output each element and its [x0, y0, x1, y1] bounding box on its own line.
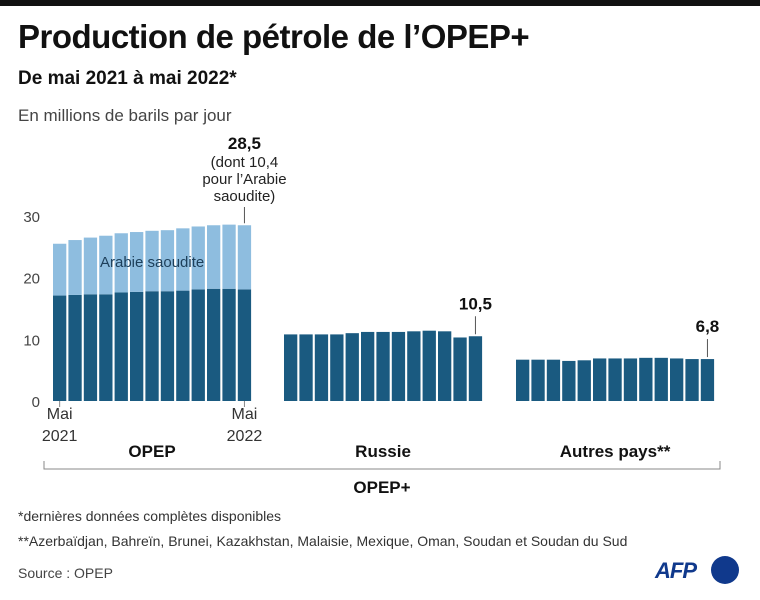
bar: [114, 292, 128, 401]
bar: [237, 289, 252, 401]
footnote-2: **Azerbaïdjan, Bahreïn, Brunei, Kazakhst…: [18, 533, 628, 549]
afp-logo-dot-icon: [711, 556, 739, 584]
bar: [546, 359, 561, 401]
bar: [639, 357, 653, 401]
bar: [453, 337, 467, 401]
bar-segment-arabie-saoudite: [53, 243, 67, 296]
bar-segment-arabie-saoudite: [207, 225, 221, 289]
bar: [700, 359, 715, 401]
bar: [314, 334, 329, 401]
bar: [654, 357, 668, 401]
bar: [361, 331, 375, 401]
bar: [407, 331, 421, 401]
x-tick-label: 2022: [227, 428, 263, 445]
bar-segment-arabie-saoudite: [130, 232, 144, 292]
top-rule: [0, 0, 760, 6]
bar: [207, 288, 221, 401]
bar: [191, 289, 205, 401]
bar: [593, 358, 607, 401]
bar: [422, 330, 436, 401]
bar-segment-arabie-saoudite: [145, 230, 159, 292]
source-label: Source : OPEP: [18, 565, 113, 581]
chart-area: 0 10 20 30 OPEP Arabie saoudite 28,5(dont 10,4…: [23, 134, 721, 497]
y-tick-label: 20: [23, 271, 40, 288]
bar: [160, 291, 175, 401]
bar: [145, 291, 159, 401]
chart-subtitle: De mai 2021 à mai 2022*: [18, 68, 237, 89]
y-tick-label: 30: [23, 209, 40, 226]
bar-segment-arabie-saoudite: [176, 228, 190, 291]
callout-note: (dont 10,4: [211, 154, 279, 171]
x-tick-label: Mai: [47, 406, 73, 423]
x-tick-label: Mai: [232, 406, 258, 423]
bar: [376, 331, 390, 401]
bar: [670, 358, 684, 401]
bar-segment-arabie-saoudite: [114, 233, 128, 293]
bar: [516, 359, 530, 401]
bar-segment-arabie-saoudite: [237, 225, 252, 290]
bar: [562, 360, 576, 401]
bar: [284, 334, 298, 401]
bar: [299, 334, 313, 401]
group-label: Russie: [355, 442, 411, 461]
bar: [438, 331, 452, 401]
bar: [623, 358, 638, 401]
series-label-arabie-saoudite: Arabie saoudite: [100, 254, 204, 271]
bar: [176, 290, 190, 401]
callout-value: 10,5: [459, 294, 492, 313]
bar-segment-arabie-saoudite: [99, 235, 113, 295]
x-tick-label: 2021: [42, 428, 78, 445]
group-label: Autres pays**: [560, 442, 671, 461]
chart-title: Production de pétrole de l’OPEP+: [18, 18, 530, 55]
bar: [130, 291, 144, 401]
callout-value: 6,8: [696, 317, 720, 336]
bar-segment-arabie-saoudite: [191, 226, 205, 290]
bar: [99, 294, 113, 401]
bar: [53, 295, 67, 401]
bar: [577, 360, 591, 401]
bar-segment-arabie-saoudite: [222, 224, 236, 289]
bar: [345, 333, 359, 401]
callout-value: 28,5: [228, 134, 261, 153]
afp-logo: AFP: [655, 556, 745, 586]
bar: [83, 294, 98, 401]
bar: [222, 288, 236, 401]
bar-segment-arabie-saoudite: [160, 230, 175, 292]
opep-plus-bracket: [43, 461, 721, 470]
y-tick-label: 0: [32, 394, 40, 411]
bar: [330, 334, 344, 401]
bar: [468, 336, 483, 401]
bar: [608, 358, 622, 401]
callout-note: pour l’Arabie: [202, 171, 286, 188]
unit-label: En millions de barils par jour: [18, 106, 232, 125]
footnote-1: *dernières données complètes disponibles: [18, 508, 282, 524]
y-tick-label: 10: [23, 332, 40, 349]
bar: [391, 331, 406, 401]
callout-note: saoudite): [214, 188, 276, 205]
bar: [531, 359, 545, 401]
bracket-label: OPEP+: [353, 478, 410, 497]
group-label: OPEP: [128, 442, 175, 461]
bar-segment-arabie-saoudite: [68, 240, 82, 295]
bar-segment-arabie-saoudite: [83, 237, 98, 295]
afp-logo-text: AFP: [655, 558, 697, 583]
bar: [685, 359, 699, 401]
bar: [68, 294, 82, 401]
